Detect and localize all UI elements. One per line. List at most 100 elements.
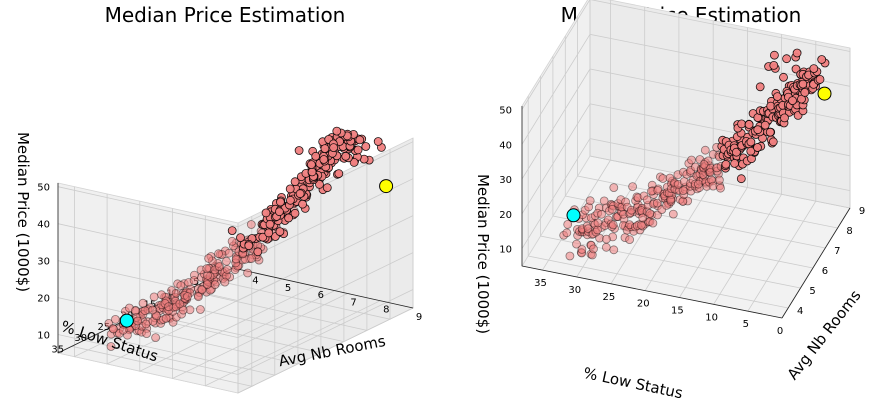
scatter-point (290, 208, 300, 218)
scatter-point (668, 209, 678, 219)
y-tick-label: 5 (809, 286, 815, 297)
z-gridline (57, 289, 414, 375)
scatter-point (788, 96, 797, 105)
scatter-point (236, 233, 245, 243)
axis-lines (521, 106, 851, 319)
y-tick-label: 7 (350, 298, 356, 309)
scatter-point (227, 226, 237, 236)
scatter-point (769, 61, 779, 70)
y-gridline (237, 223, 414, 394)
scatter-point (284, 213, 294, 223)
scatter-point (744, 120, 754, 129)
y-gridline (577, 16, 838, 229)
highlight-point (817, 86, 832, 101)
scatter-point (243, 268, 253, 278)
scatter-point (214, 249, 224, 259)
scatter-point (798, 79, 808, 89)
scatter-point (353, 145, 363, 155)
x-tick-label: 15 (671, 306, 684, 317)
scatter-point (730, 158, 739, 168)
scatter-point (261, 208, 271, 218)
scatter-point (176, 281, 186, 290)
z-tick-label: 40 (499, 140, 512, 151)
scatter-point (792, 48, 802, 58)
z-tick-label: 50 (499, 106, 512, 117)
z-tick-label: 20 (499, 210, 512, 221)
scatter-point (572, 239, 581, 249)
scatter-point (563, 219, 573, 229)
scatter-point (565, 251, 575, 261)
scatter-point (178, 305, 188, 315)
y-gridline (564, 36, 826, 249)
scatter-point (589, 244, 598, 254)
y-axis-line (781, 207, 851, 319)
scatter-point (700, 145, 710, 155)
scatter-point (817, 55, 827, 64)
scatter-point (636, 220, 646, 230)
scatter-point (601, 242, 611, 252)
z-gridline (57, 215, 414, 302)
highlight-points (119, 179, 394, 328)
scatter-point (755, 82, 765, 92)
scatter-point (152, 311, 161, 321)
scatter-point (141, 319, 151, 329)
scatter-point (231, 254, 241, 264)
scatter-point (341, 151, 351, 161)
scatter-point (645, 209, 655, 218)
scatter-point (106, 342, 116, 351)
scatter-point (222, 265, 232, 274)
highlight-points (566, 86, 832, 223)
scatter-point (214, 262, 224, 271)
scatter-point (298, 199, 308, 209)
chart-right: Median Price Estimation 0510152025303545… (474, 0, 865, 402)
scatter-point (768, 137, 778, 147)
y-gridline (589, 0, 851, 209)
scatter-point (373, 137, 383, 146)
scatter-point (608, 220, 618, 230)
scatter-point (638, 213, 648, 223)
scatter-point (193, 292, 203, 302)
y-tick-label: 5 (285, 283, 291, 294)
scatter-point (133, 316, 143, 326)
x-tick-label: 30 (74, 333, 87, 344)
scatter-point (782, 54, 791, 64)
scatter-point (210, 280, 220, 290)
scatter-point (753, 125, 763, 135)
x-tick-label: 35 (534, 278, 547, 289)
scatter-point (585, 196, 595, 206)
x-tick-label: 30 (568, 285, 581, 296)
y-tick-label: 4 (797, 306, 803, 317)
scatter-point (648, 218, 658, 228)
x-tick-label: 10 (705, 312, 718, 323)
y-gridline (540, 76, 801, 289)
scatter-point (274, 207, 284, 217)
scatter-point (171, 288, 181, 298)
scatter-point (311, 151, 321, 161)
scatter-point (716, 183, 725, 193)
scatter-point (161, 313, 171, 323)
z-tick-label: 50 (37, 183, 50, 194)
scatter-point (322, 183, 332, 193)
scatter-point (766, 101, 776, 111)
scatter-point (355, 135, 365, 145)
y-gridline (74, 186, 250, 358)
x-axis-label: % Low Status (582, 364, 685, 403)
scatter-point (760, 120, 770, 130)
scatter-point (715, 175, 724, 185)
x-tick-label: 35 (51, 344, 64, 355)
scatter-point (699, 159, 709, 169)
z-gridline (521, 0, 851, 110)
z-tick-label: 10 (37, 331, 50, 342)
scatter-point (779, 72, 788, 82)
y-gridline (139, 201, 315, 372)
scatter-point (307, 167, 317, 177)
scatter-point (577, 244, 587, 254)
scatter-point (265, 219, 275, 229)
scatter-point (687, 155, 696, 165)
scatter-point (753, 143, 762, 152)
scatter-point (609, 245, 619, 255)
scatter-point (765, 127, 775, 137)
z-gridline (521, 33, 851, 145)
scatter-point (694, 179, 703, 189)
scatter-point (157, 290, 166, 300)
